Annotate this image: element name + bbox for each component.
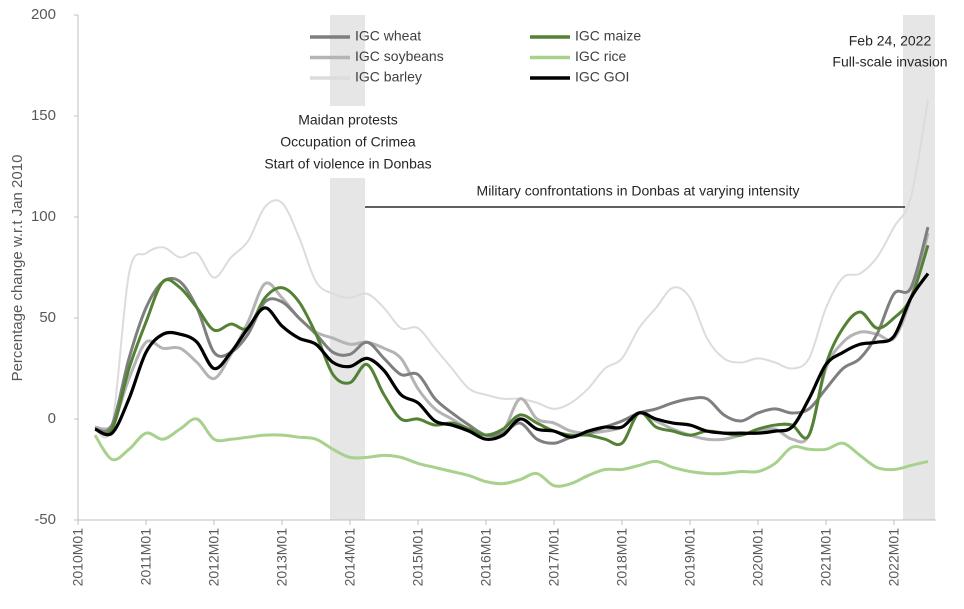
legend-label: IGC soybeans (355, 48, 444, 64)
x-tick-label: 2019M01 (682, 528, 698, 587)
annotation: Feb 24, 2022 (849, 33, 932, 49)
shaded-period (330, 15, 365, 520)
x-tick-label: 2010M01 (70, 528, 86, 587)
y-tick-label: 100 (31, 208, 56, 225)
legend-label: IGC barley (355, 69, 422, 85)
y-axis-title: Percentage change w.r.t Jan 2010 (9, 155, 26, 382)
y-tick-label: 150 (31, 107, 56, 124)
annotation: Military confrontations in Donbas at var… (477, 183, 800, 199)
y-tick-label: 0 (48, 410, 56, 427)
x-tick-label: 2021M01 (818, 528, 834, 587)
annotation: Maidan protests (298, 112, 398, 128)
series-line (94, 99, 929, 439)
x-tick-label: 2022M01 (886, 528, 902, 587)
x-tick-label: 2017M01 (546, 528, 562, 587)
legend-label: IGC wheat (355, 28, 421, 44)
plot-area (93, 99, 930, 488)
annotation: Full-scale invasion (832, 54, 947, 70)
x-tick-label: 2018M01 (614, 528, 630, 587)
y-tick-label: 50 (39, 309, 56, 326)
y-tick-label: 200 (31, 6, 56, 23)
x-tick-label: 2015M01 (410, 528, 426, 587)
annotation: Start of violence in Donbas (264, 156, 431, 172)
x-tick-label: 2012M01 (206, 528, 222, 587)
x-tick-label: 2020M01 (750, 528, 766, 587)
x-tick-label: 2016M01 (478, 528, 494, 587)
annotation: Occupation of Crimea (280, 134, 416, 150)
legend-label: IGC GOI (575, 69, 629, 85)
legend-label: IGC maize (575, 28, 641, 44)
annotation-box (235, 106, 461, 178)
x-tick-label: 2014M01 (342, 528, 358, 587)
legend-label: IGC rice (575, 48, 627, 64)
y-tick-label: -50 (34, 511, 56, 528)
series-line (94, 272, 930, 441)
x-tick-label: 2011M01 (138, 528, 154, 586)
series-line (93, 417, 929, 488)
annotation-box (440, 182, 838, 202)
x-tick-label: 2013M01 (274, 528, 290, 587)
